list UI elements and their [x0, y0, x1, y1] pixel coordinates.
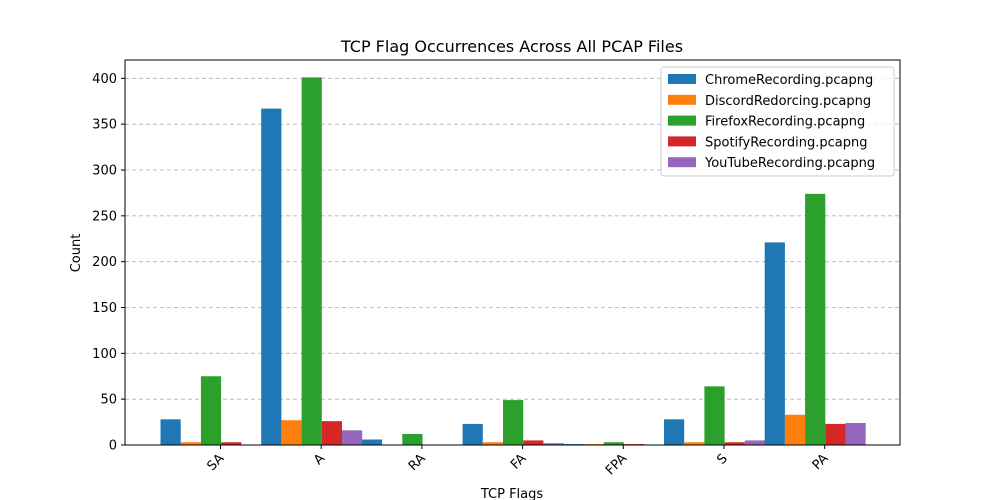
- legend-label: DiscordRedorcing.pcapng: [705, 94, 871, 109]
- plot-frame: [124, 59, 901, 446]
- bar: [160, 419, 181, 445]
- y-tick-label: 100: [92, 347, 117, 362]
- legend-label: FirefoxRecording.pcapng: [705, 115, 865, 130]
- legend-swatch: [668, 74, 696, 84]
- bar: [402, 434, 423, 445]
- x-tick-label: SA: [204, 451, 227, 474]
- y-tick-label: 0: [109, 439, 117, 454]
- bar: [462, 423, 483, 445]
- bar: [603, 442, 624, 445]
- bar: [744, 440, 765, 445]
- x-axis-label: TCP Flags: [480, 487, 544, 500]
- y-tick-label: 250: [92, 209, 117, 224]
- legend-swatch: [668, 136, 696, 147]
- bar: [301, 77, 322, 446]
- x-axis: SA A RA FA FPA S PA: [204, 445, 832, 478]
- bar: [321, 421, 342, 445]
- bar: [825, 423, 846, 445]
- y-tick-label: 200: [92, 255, 117, 270]
- legend-swatch: [668, 157, 696, 168]
- y-tick-label: 300: [92, 164, 117, 179]
- y-tick-label: 50: [100, 393, 117, 408]
- bar: [261, 108, 282, 445]
- y-tick-label: 150: [92, 301, 117, 316]
- bar: [503, 400, 524, 445]
- gridlines: [125, 77, 900, 446]
- bars: [160, 77, 866, 446]
- bar: [543, 443, 564, 445]
- bar: [704, 386, 725, 445]
- x-tick-label: A: [311, 451, 328, 468]
- x-tick-label: PA: [810, 451, 832, 473]
- x-tick-label: FPA: [603, 451, 630, 478]
- bar: [281, 420, 302, 445]
- y-tick-label: 350: [92, 118, 117, 133]
- x-tick-label: FA: [508, 451, 529, 472]
- legend-frame: [660, 66, 895, 177]
- bar: [845, 423, 866, 445]
- bar: [724, 442, 745, 445]
- x-tick-label: RA: [406, 451, 429, 474]
- y-axis: 0 50 100 150 200 250 300 350 400: [92, 72, 125, 454]
- y-axis-label: Count: [69, 234, 84, 273]
- legend-swatch: [668, 115, 696, 126]
- bar: [764, 242, 785, 445]
- chart-title: TCP Flag Occurrences Across All PCAP Fil…: [340, 37, 683, 56]
- bar: [200, 376, 222, 445]
- y-tick-label: 400: [92, 72, 117, 87]
- legend: ChromeRecording.pcapng DiscordRedorcing.p…: [660, 66, 895, 177]
- legend-swatch: [668, 94, 696, 105]
- bar: [221, 442, 242, 445]
- bar: [664, 419, 685, 445]
- bar: [784, 414, 806, 445]
- bar: [482, 442, 503, 445]
- bar: [805, 193, 826, 445]
- bar: [684, 442, 705, 445]
- bar: [523, 440, 544, 445]
- bar: [361, 439, 383, 445]
- legend-label: SpotifyRecording.pcapng: [705, 135, 867, 150]
- bar: [342, 430, 363, 445]
- x-tick-label: S: [714, 451, 730, 467]
- bar: [180, 442, 201, 445]
- legend-label: ChromeRecording.pcapng: [705, 73, 873, 88]
- legend-label: YouTubeRecording.pcapng: [704, 156, 875, 171]
